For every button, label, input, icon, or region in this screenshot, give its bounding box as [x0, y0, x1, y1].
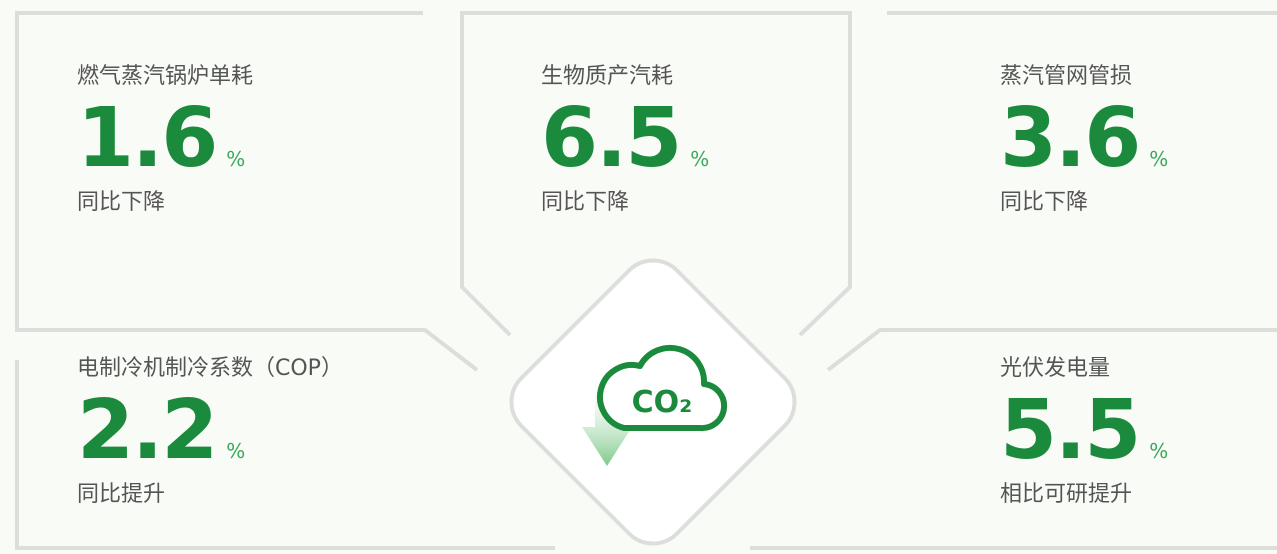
metric-card: 生物质产汽耗 6.5% 同比下降: [541, 58, 709, 216]
metric-label: 光伏发电量: [1000, 356, 1111, 381]
metric-note: 同比下降: [541, 190, 630, 215]
metric-value: 1.6: [77, 91, 218, 186]
frame: [15, 11, 479, 372]
frame: [460, 11, 852, 337]
metric-label: 蒸汽管网管损: [1000, 64, 1133, 89]
metric-value: 5.5: [1000, 383, 1141, 478]
down-arrow: [582, 385, 632, 466]
metric-label: 燃气蒸汽锅炉单耗: [77, 64, 254, 89]
cloud-icon: [597, 344, 728, 432]
metric-unit: %: [1149, 439, 1169, 463]
metric-card: 电制冷机制冷系数（COP） 2.2% 同比提升: [77, 350, 343, 508]
metric-note: 同比提升: [77, 482, 166, 507]
value-row: 1.6%: [77, 96, 253, 182]
value-row: 2.2%: [77, 388, 343, 474]
metric-note: 同比下降: [77, 190, 166, 215]
metric-note: 同比下降: [1000, 190, 1089, 215]
metric-note: 相比可研提升: [1000, 482, 1133, 507]
metric-unit: %: [226, 439, 246, 463]
metric-card: 蒸汽管网管损 3.6% 同比下降: [1000, 58, 1168, 216]
value-row: 3.6%: [1000, 96, 1168, 182]
metric-unit: %: [690, 147, 710, 171]
metric-unit: %: [1149, 147, 1169, 171]
value-row: 6.5%: [541, 96, 709, 182]
metric-value: 3.6: [1000, 91, 1141, 186]
metric-card: 燃气蒸汽锅炉单耗 1.6% 同比下降: [77, 58, 253, 216]
metric-value: 2.2: [77, 383, 218, 478]
value-row: 5.5%: [1000, 388, 1168, 474]
frame: [826, 328, 1277, 372]
metric-label: 电制冷机制冷系数（COP）: [77, 356, 343, 381]
metric-card: 光伏发电量 5.5% 相比可研提升: [1000, 350, 1168, 508]
metric-unit: %: [226, 147, 246, 171]
metric-value: 6.5: [541, 91, 682, 186]
icon-label: CO₂: [632, 385, 693, 420]
metric-label: 生物质产汽耗: [541, 64, 674, 89]
frame: [15, 360, 555, 550]
